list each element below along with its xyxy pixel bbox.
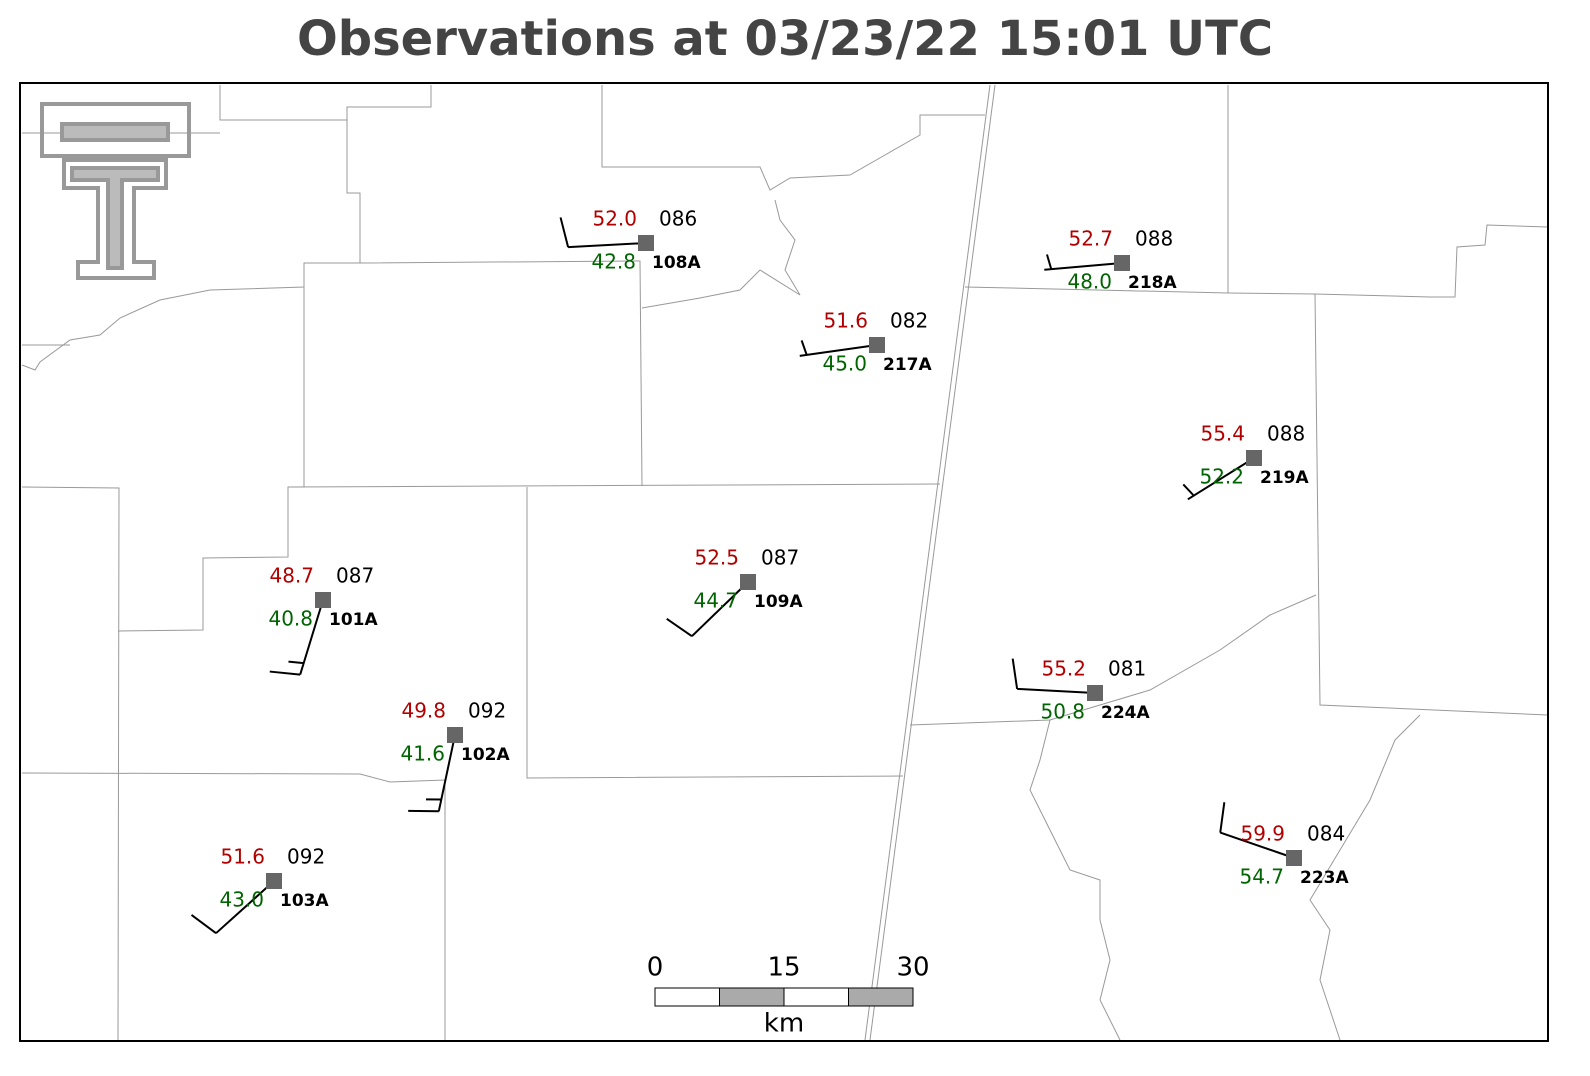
station-marker bbox=[447, 727, 463, 743]
scale-segment bbox=[783, 987, 849, 1007]
temperature: 55.4 bbox=[1200, 422, 1245, 446]
wind-barb bbox=[666, 581, 749, 638]
dewpoint: 43.0 bbox=[219, 888, 264, 912]
station-marker bbox=[740, 574, 756, 590]
pressure: 082 bbox=[890, 309, 928, 333]
station-id: 224A bbox=[1101, 703, 1150, 723]
scale-label: 30 bbox=[896, 953, 929, 983]
station-id: 103A bbox=[280, 891, 329, 911]
scale-label: 15 bbox=[767, 953, 800, 983]
dewpoint: 50.8 bbox=[1040, 700, 1085, 724]
station-id: 217A bbox=[883, 355, 932, 375]
temperature: 51.6 bbox=[823, 309, 868, 333]
station-id: 109A bbox=[754, 592, 803, 612]
scale-unit: km bbox=[764, 1009, 804, 1039]
station-marker bbox=[1114, 255, 1130, 271]
pressure: 087 bbox=[761, 546, 799, 570]
station-marker bbox=[1246, 450, 1262, 466]
pressure: 087 bbox=[336, 564, 374, 588]
wind-barb bbox=[559, 217, 647, 249]
station-marker bbox=[638, 235, 654, 251]
wind-barb bbox=[1182, 457, 1255, 501]
dewpoint: 41.6 bbox=[400, 742, 445, 766]
dewpoint: 44.7 bbox=[693, 589, 738, 613]
pressure: 086 bbox=[659, 207, 697, 231]
station-id: 108A bbox=[652, 253, 701, 273]
wind-barb bbox=[1219, 802, 1295, 859]
pressure: 092 bbox=[287, 845, 325, 869]
station-marker bbox=[1286, 850, 1302, 866]
wind-barb bbox=[1011, 658, 1096, 694]
logo bbox=[40, 102, 191, 280]
station-id: 218A bbox=[1128, 273, 1177, 293]
scale-label: 0 bbox=[647, 953, 664, 983]
pressure: 084 bbox=[1307, 822, 1345, 846]
wind-barb bbox=[408, 734, 456, 813]
map-frame bbox=[19, 82, 1549, 1042]
temperature: 55.2 bbox=[1041, 657, 1086, 681]
scale-segment bbox=[848, 987, 914, 1007]
temperature: 48.7 bbox=[269, 564, 314, 588]
station-id: 101A bbox=[329, 610, 378, 630]
wind-barb bbox=[799, 340, 878, 357]
temperature: 59.9 bbox=[1240, 822, 1285, 846]
dewpoint: 54.7 bbox=[1239, 865, 1284, 889]
station-marker bbox=[315, 592, 331, 608]
dewpoint: 42.8 bbox=[591, 250, 636, 274]
pressure: 092 bbox=[468, 699, 506, 723]
temperature: 52.7 bbox=[1068, 227, 1113, 251]
dewpoint: 40.8 bbox=[268, 607, 313, 631]
dewpoint: 48.0 bbox=[1067, 270, 1112, 294]
station-marker bbox=[266, 873, 282, 889]
wind-barb bbox=[269, 599, 324, 676]
county-lines bbox=[21, 84, 1549, 1041]
temperature: 52.0 bbox=[592, 207, 637, 231]
station-marker bbox=[1087, 685, 1103, 701]
map-title: Observations at 03/23/22 15:01 UTC bbox=[297, 11, 1273, 67]
dewpoint: 52.2 bbox=[1199, 465, 1244, 489]
temperature: 51.6 bbox=[220, 845, 265, 869]
pressure: 081 bbox=[1108, 657, 1146, 681]
temperature: 49.8 bbox=[401, 699, 446, 723]
pressure: 088 bbox=[1135, 227, 1173, 251]
temperature: 52.5 bbox=[694, 546, 739, 570]
scale-segment bbox=[719, 987, 785, 1007]
wind-barb bbox=[190, 880, 275, 934]
scale-segment bbox=[654, 987, 720, 1007]
dewpoint: 45.0 bbox=[822, 352, 867, 376]
station-id: 219A bbox=[1260, 468, 1309, 488]
pressure: 088 bbox=[1267, 422, 1305, 446]
wind-barb bbox=[1044, 254, 1123, 271]
station-id: 102A bbox=[461, 745, 510, 765]
station-marker bbox=[869, 337, 885, 353]
station-id: 223A bbox=[1300, 868, 1349, 888]
